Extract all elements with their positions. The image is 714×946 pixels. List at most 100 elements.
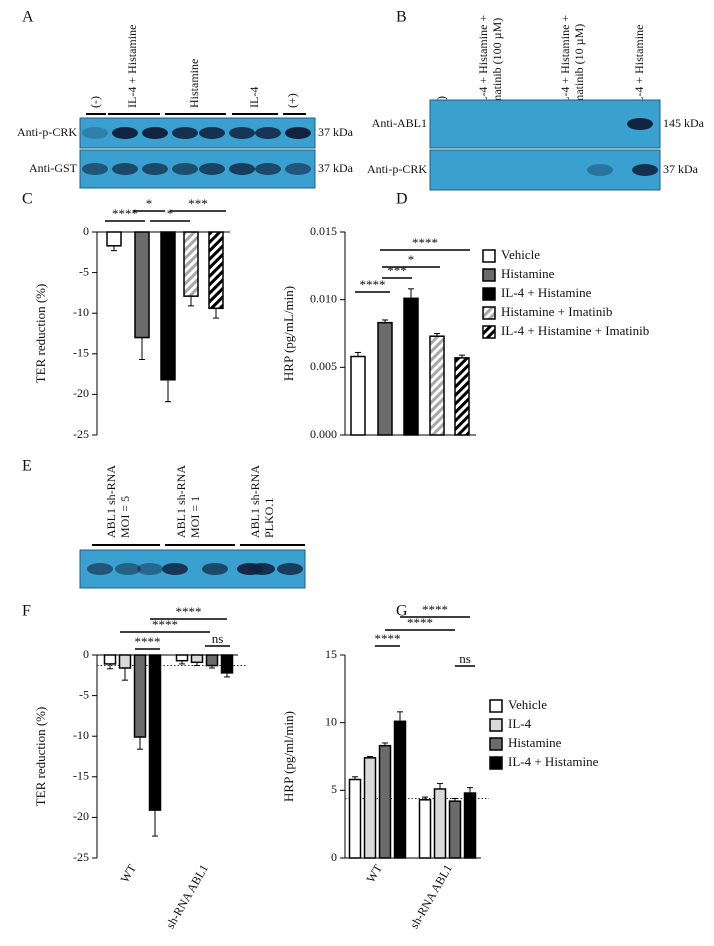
- significance-label: ****: [375, 631, 401, 646]
- panel-label: A: [22, 9, 34, 26]
- blot-band: [277, 563, 303, 575]
- panel-label: B: [396, 9, 407, 26]
- blot-band: [587, 164, 613, 176]
- blot-band: [627, 118, 653, 130]
- lane-label: MOI = 5: [118, 496, 132, 538]
- bar: [393, 720, 407, 859]
- bar: [133, 654, 147, 738]
- significance-label: ****: [112, 206, 138, 221]
- y-tick-label: 15: [325, 647, 337, 661]
- bar: [208, 231, 224, 310]
- blot-band: [137, 563, 163, 575]
- blot-band: [285, 127, 311, 139]
- bar: [429, 335, 445, 436]
- y-tick-label: -25: [73, 427, 89, 441]
- lane-label: IL-4 + Histamine: [632, 25, 646, 108]
- blot-band: [142, 163, 168, 175]
- bar: [205, 654, 219, 667]
- bar: [463, 792, 477, 859]
- significance-label: ***: [387, 263, 407, 278]
- y-tick-label: 0.015: [310, 224, 337, 238]
- significance-label: ****: [360, 277, 386, 292]
- significance-label: ****: [176, 604, 202, 619]
- blot-band: [112, 163, 138, 175]
- blot-band: [162, 563, 188, 575]
- legend-swatch: [489, 699, 503, 713]
- blot-band: [255, 163, 281, 175]
- y-tick-label: -15: [73, 346, 89, 360]
- blot-band: [199, 163, 225, 175]
- blot-band: [202, 563, 228, 575]
- legend-label: IL-4 + Histamine + Imatinib: [501, 323, 649, 338]
- bar: [220, 654, 234, 674]
- y-tick-label: -5: [79, 264, 89, 278]
- blot-band: [82, 163, 108, 175]
- row-label: Anti-p-CRK: [17, 125, 77, 139]
- x-tick-label: sh-RNA ABL1: [407, 862, 455, 931]
- blot-band: [112, 127, 138, 139]
- lane-label: (+): [285, 93, 299, 108]
- legend-swatch: [482, 325, 496, 339]
- y-axis-label: TER reduction (%): [33, 707, 48, 807]
- panel-label: E: [22, 458, 32, 475]
- lane-label: IL-4 + Histamine +: [558, 15, 572, 108]
- legend-label: Histamine + Imatinib: [501, 304, 612, 319]
- significance-label: ****: [407, 615, 433, 630]
- lane-label: ABL1 sh-RNA: [104, 465, 118, 538]
- y-tick-label: 0: [83, 647, 89, 661]
- lane-label: IL-4: [247, 87, 261, 108]
- legend-label: Histamine: [508, 735, 562, 750]
- lane-label: Imatinib (100 µM): [490, 18, 504, 108]
- lane-label: (-): [88, 96, 102, 108]
- panel-label: D: [396, 191, 408, 208]
- significance-label: ****: [152, 617, 178, 632]
- panel-label: G: [396, 603, 408, 620]
- y-tick-label: -10: [73, 305, 89, 319]
- blot-band: [172, 127, 198, 139]
- bar: [403, 297, 419, 436]
- blot-band: [115, 563, 141, 575]
- legend-label: Vehicle: [501, 247, 540, 262]
- y-tick-label: 10: [325, 714, 337, 728]
- y-tick-label: -25: [73, 850, 89, 864]
- blot-band: [229, 163, 255, 175]
- blot-band: [285, 163, 311, 175]
- bar: [433, 788, 447, 859]
- significance-label: ns: [212, 631, 224, 646]
- lane-label: PLKO.1: [262, 498, 276, 538]
- y-tick-label: -10: [73, 728, 89, 742]
- significance-label: *: [146, 196, 153, 211]
- bar: [148, 654, 162, 811]
- legend-swatch: [482, 268, 496, 282]
- bar: [448, 800, 462, 859]
- blot-band: [249, 563, 275, 575]
- y-tick-label: -20: [73, 809, 89, 823]
- bar: [183, 231, 199, 297]
- lane-label: Imatinib (10 µM): [572, 24, 586, 108]
- legend-label: Vehicle: [508, 697, 547, 712]
- lane-label: MOI = 1: [188, 496, 202, 538]
- significance-label: ****: [412, 235, 438, 250]
- x-tick-label: sh-RNA ABL1: [163, 862, 211, 931]
- y-tick-label: 0: [331, 850, 337, 864]
- size-label: 37 kDa: [318, 161, 354, 175]
- legend-label: IL-4 + Histamine: [501, 285, 592, 300]
- legend-swatch: [489, 718, 503, 732]
- size-label: 37 kDa: [663, 162, 699, 176]
- blot-band: [199, 127, 225, 139]
- row-label: Anti-ABL1: [372, 116, 427, 130]
- x-tick-label: WT: [364, 861, 386, 885]
- significance-label: *: [408, 252, 415, 267]
- significance-label: ns: [459, 651, 471, 666]
- bar: [160, 231, 176, 381]
- size-label: 37 kDa: [318, 125, 354, 139]
- x-tick-label: WT: [118, 861, 140, 885]
- legend-swatch: [482, 306, 496, 320]
- bar: [377, 321, 393, 436]
- y-axis-label: TER reduction (%): [33, 284, 48, 384]
- y-tick-label: 5: [331, 782, 337, 796]
- bar: [103, 654, 117, 665]
- bar: [418, 799, 432, 859]
- bar: [118, 654, 132, 669]
